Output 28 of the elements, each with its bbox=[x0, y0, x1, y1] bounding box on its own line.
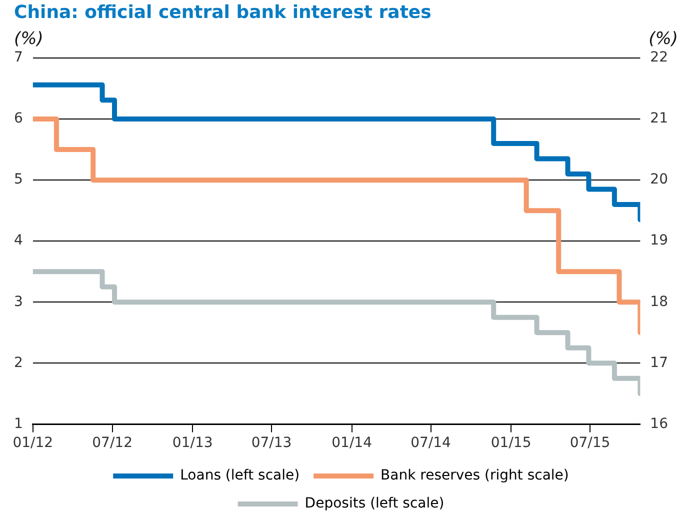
legend-label: Deposits (left scale) bbox=[304, 496, 444, 512]
x-tick-label: 07/13 bbox=[251, 435, 292, 452]
x-tick-label: 01/14 bbox=[332, 435, 372, 452]
y2-tick-label: 16 bbox=[650, 416, 668, 432]
y-tick-label: 6 bbox=[14, 110, 23, 127]
x-tick-label: 07/12 bbox=[92, 435, 132, 452]
y-tick-label: 4 bbox=[14, 232, 23, 249]
y-tick-label: 3 bbox=[14, 294, 23, 310]
x-tick-label: 07/15 bbox=[570, 435, 610, 452]
y2-tick-label: 17 bbox=[650, 354, 668, 371]
y2-tick-label: 19 bbox=[650, 232, 668, 249]
y-tick-label: 1 bbox=[14, 416, 23, 432]
y2-axis-title: (%) bbox=[648, 28, 678, 49]
y-axis-title: (%) bbox=[14, 28, 44, 49]
y2-tick-label: 20 bbox=[650, 172, 668, 188]
y-tick-label: 5 bbox=[14, 172, 23, 188]
y2-tick-label: 18 bbox=[650, 294, 668, 310]
x-tick-label: 01/15 bbox=[490, 435, 532, 452]
y2-tick-label: 21 bbox=[650, 110, 668, 127]
x-tick-label: 07/14 bbox=[410, 435, 452, 452]
x-tick-label: 01/13 bbox=[172, 435, 213, 452]
y-tick-label: 7 bbox=[14, 50, 23, 66]
x-tick-label: 01/12 bbox=[12, 435, 54, 452]
y2-tick-label: 22 bbox=[650, 50, 668, 66]
legend-label: Loans (left scale) bbox=[180, 468, 300, 484]
chart-title: China: official central bank interest rates bbox=[14, 2, 432, 24]
y-tick-label: 2 bbox=[14, 354, 23, 371]
legend-label: Bank reserves (right scale) bbox=[380, 468, 569, 484]
